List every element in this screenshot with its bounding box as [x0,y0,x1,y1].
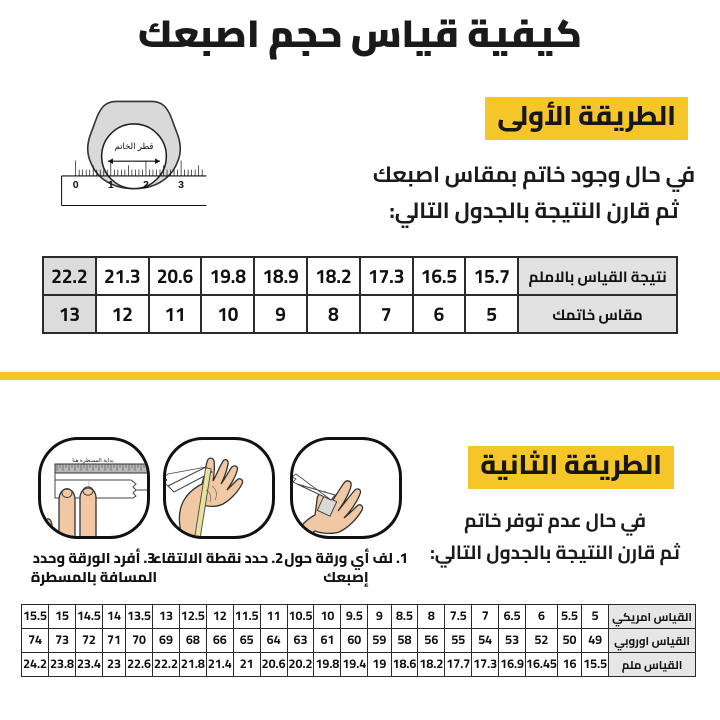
svg-text:0: 0 [73,179,79,191]
svg-text:بداية المسطرة هنا: بداية المسطرة هنا [72,457,114,464]
svg-text:3: 3 [178,179,184,191]
svg-text:2: 2 [143,179,149,191]
svg-text:1: 1 [108,179,114,191]
svg-text:قطر الخاتم: قطر الخاتم [115,141,154,151]
